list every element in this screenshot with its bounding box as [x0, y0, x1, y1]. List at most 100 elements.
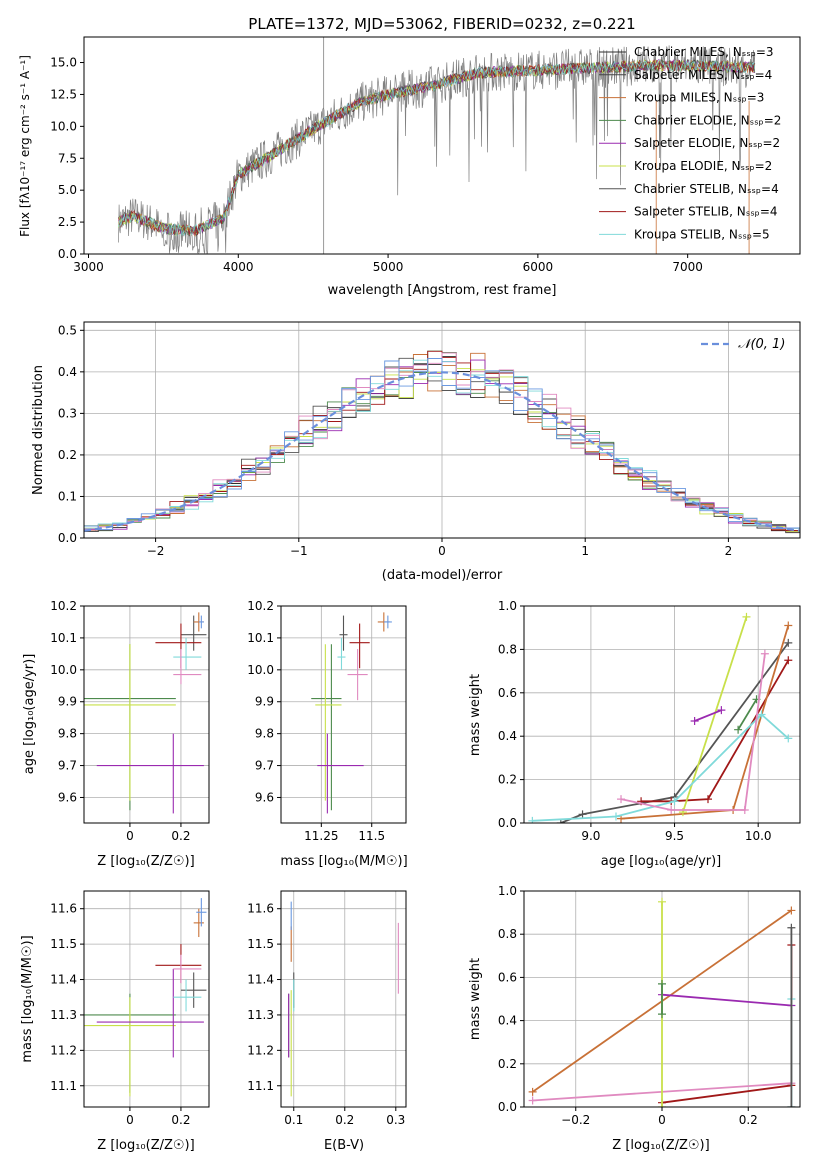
tick-label-y: 9.9	[255, 695, 274, 709]
tick-label-y: 0.0	[498, 1100, 517, 1114]
plot-area	[118, 37, 756, 254]
tick-label-y: 10.0	[247, 663, 274, 677]
tick-label-x: 1	[581, 544, 589, 558]
axes-frame: −2 −1 0 1 2 0.0 0.1 0.2 0.3 0.4 0.5	[58, 321, 801, 558]
tick-label-x: −2	[147, 544, 165, 558]
weight-marker	[787, 923, 796, 932]
weight-marker	[734, 725, 743, 734]
tick-label-y: 0.8	[498, 927, 517, 941]
weight-line	[661, 945, 793, 1104]
tick-label-y: 9.7	[58, 759, 77, 773]
tick-label-y: 0.5	[58, 323, 77, 337]
legend-label: Chabrier MILES, Nₛₛₚ=3	[634, 45, 774, 59]
tick-label-y: 11.6	[50, 902, 77, 916]
tick-label-y: 11.6	[247, 902, 274, 916]
axes-border	[83, 890, 210, 1108]
weight-marker	[658, 897, 666, 906]
tick-label-y: 0.3	[58, 406, 77, 420]
panel-f-xlabel: Z [log₁₀(Z/Z☉)]	[612, 1138, 709, 1153]
weight-vs-age-panel: 9.0 9.5 10.0 0.0 0.2 0.4 0.6 0.8 1.0	[498, 599, 801, 843]
spectrum-ylabel: Flux [fλ10⁻¹⁷ erg cm⁻² s⁻¹ A⁻¹]	[18, 55, 32, 237]
tick-label-x: −1	[290, 544, 308, 558]
weight-line	[641, 659, 790, 803]
tick-label-y: 10.2	[50, 599, 77, 613]
spectrum-data-line	[118, 45, 756, 254]
tick-label-x: 0.1	[284, 1113, 303, 1127]
weight-marker	[742, 612, 751, 621]
tick-label-y: 0.2	[498, 1057, 517, 1071]
plot-area	[311, 612, 392, 814]
weight-marker	[704, 795, 712, 804]
tick-label-y: 0.4	[498, 729, 517, 743]
legend-label: Salpeter ELODIE, Nₛₛₚ=2	[634, 136, 780, 150]
normal-curve	[84, 371, 800, 532]
weight-marker	[578, 810, 587, 819]
panel-f-ylabel: mass weight	[468, 958, 483, 1040]
weight-marker	[667, 805, 676, 814]
weight-marker	[717, 706, 726, 715]
axes-frame: 0 0.2 9.6 9.7 9.8 9.9 10.0 10.1 10.2	[50, 599, 210, 843]
tick-label-y: 11.5	[247, 937, 274, 951]
plot-area	[84, 350, 800, 534]
tick-label-y: 0.4	[58, 365, 77, 379]
weight-marker	[556, 819, 565, 823]
weight-line	[620, 625, 790, 820]
tick-label-x: 0	[658, 1113, 666, 1127]
age-vs-mass-panel: 11.25 11.5 9.6 9.7 9.8 9.9 10.0 10.1 10.2	[247, 599, 407, 843]
age-vs-metallicity-panel: 0 0.2 9.6 9.7 9.8 9.9 10.0 10.1 10.2	[50, 599, 210, 843]
weight-line	[737, 698, 758, 731]
weight-marker	[528, 1096, 537, 1105]
spectrum-model-line	[118, 59, 756, 236]
weight-marker	[658, 1010, 666, 1019]
tick-label-y: 9.8	[58, 727, 77, 741]
tick-label-y: 2.5	[58, 215, 77, 229]
tick-label-x: 11.5	[358, 829, 385, 843]
weight-marker	[760, 649, 769, 658]
tick-label-y: 0.2	[58, 448, 77, 462]
tick-label-y: 10.1	[247, 631, 274, 645]
plot-area	[288, 901, 399, 1097]
tick-label-y: 11.4	[247, 973, 274, 987]
tick-label-y: 1.0	[498, 884, 517, 898]
weight-marker	[784, 638, 793, 647]
panel-d-ylabel: mass [log₁₀(M/M☉)]	[20, 935, 35, 1062]
tick-label-y: 11.4	[50, 973, 77, 987]
plot-area	[528, 612, 793, 823]
tick-label-y: 11.5	[50, 937, 77, 951]
tick-label-x: 0	[126, 829, 134, 843]
weight-marker	[784, 621, 793, 630]
tick-label-x: 2	[725, 544, 733, 558]
tick-label-y: 11.2	[50, 1043, 77, 1057]
panel-d-xlabel: Z [log₁₀(Z/Z☉)]	[97, 1138, 194, 1153]
panel-e-xlabel: E(B-V)	[324, 1138, 364, 1153]
weight-marker	[612, 812, 620, 821]
tick-label-x: 5000	[373, 260, 404, 274]
axes-border	[83, 36, 801, 255]
residual-xlabel: (data-model)/error	[382, 568, 503, 583]
tick-label-y: 11.1	[247, 1079, 274, 1093]
tick-label-y: 9.6	[255, 790, 274, 804]
legend-label: Kroupa ELODIE, Nₛₛₚ=2	[634, 159, 772, 173]
weight-line	[620, 653, 766, 811]
tick-label-y: 9.9	[58, 695, 77, 709]
tick-label-y: 11.3	[247, 1008, 274, 1022]
weight-marker	[528, 816, 537, 823]
weight-marker	[787, 906, 796, 915]
weight-marker	[617, 795, 626, 804]
tick-label-x: 4000	[223, 260, 254, 274]
tick-label-y: 11.3	[50, 1008, 77, 1022]
weight-marker	[787, 1103, 796, 1107]
tick-label-y: 5.0	[58, 183, 77, 197]
tick-label-y: 11.1	[50, 1079, 77, 1093]
legend-label: Salpeter STELIB, Nₛₛₚ=4	[634, 205, 778, 219]
spectrum-model-line	[118, 59, 756, 237]
mass-vs-extinction-panel: 0.1 0.2 0.3 11.1 11.2 11.3 11.4 11.5 11.6	[247, 890, 407, 1127]
tick-label-x: 7000	[672, 260, 703, 274]
axes-frame: 9.0 9.5 10.0 0.0 0.2 0.4 0.6 0.8 1.0	[498, 599, 801, 843]
weight-vs-metallicity-panel: −0.2 0 0.2 0.0 0.2 0.4 0.6 0.8 1.0	[498, 884, 801, 1127]
weight-line	[694, 709, 722, 722]
tick-label-x: 9.5	[665, 829, 684, 843]
residual-ylabel: Normed distribution	[31, 365, 46, 495]
mass-vs-metallicity-panel: 0 0.2 11.1 11.2 11.3 11.4 11.5 11.6	[50, 890, 210, 1127]
axes-border	[280, 605, 407, 824]
